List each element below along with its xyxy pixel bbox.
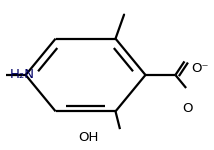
Text: H₂N: H₂N [10,68,35,81]
Text: O⁻: O⁻ [192,62,209,75]
Text: OH: OH [79,131,99,144]
Text: O: O [182,102,192,115]
